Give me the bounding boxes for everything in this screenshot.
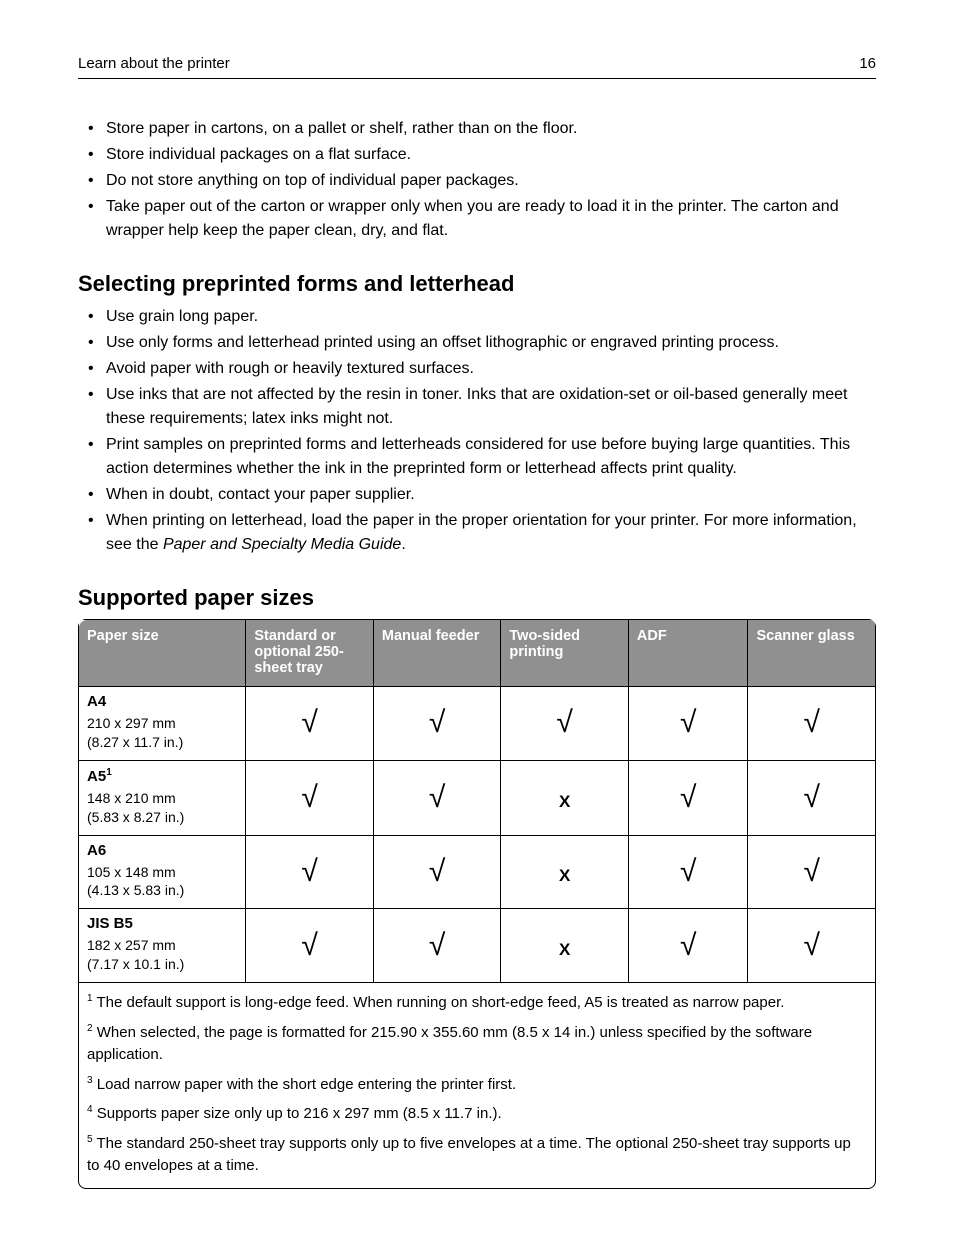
header-title: Learn about the printer: [78, 55, 230, 72]
paper-size-name: A6: [87, 842, 237, 859]
header-page-number: 16: [859, 55, 876, 72]
paper-size-name: JIS B5: [87, 915, 237, 932]
check-mark-cell: √: [246, 835, 374, 909]
check-mark-cell: √: [628, 687, 748, 761]
paper-size-dimensions: 182 x 257 mm(7.17 x 10.1 in.): [87, 936, 237, 974]
check-mark-cell: √: [246, 687, 374, 761]
table-column-header: Scanner glass: [748, 620, 876, 687]
check-mark-cell: √: [628, 760, 748, 835]
section-heading-paper-sizes: Supported paper sizes: [78, 585, 876, 611]
list-item: Store paper in cartons, on a pallet or s…: [78, 117, 876, 141]
x-mark-cell: X: [501, 835, 629, 909]
list-item: Store individual packages on a flat surf…: [78, 143, 876, 167]
table-row: JIS B5182 x 257 mm(7.17 x 10.1 in.)√√X√√: [79, 909, 876, 983]
list-item: Use grain long paper.: [78, 305, 876, 329]
page: Learn about the printer 16 Store paper i…: [0, 0, 954, 1249]
check-mark-cell: √: [246, 760, 374, 835]
list-item: Print samples on preprinted forms and le…: [78, 433, 876, 481]
paper-size-cell: JIS B5 182 x 257 mm(7.17 x 10.1 in.): [79, 909, 246, 983]
check-mark-cell: √: [748, 687, 876, 761]
check-mark-cell: √: [501, 687, 629, 761]
table-column-header: ADF: [628, 620, 748, 687]
list-item: Do not store anything on top of individu…: [78, 169, 876, 193]
table-row: A6105 x 148 mm(4.13 x 5.83 in.)√√X√√: [79, 835, 876, 909]
check-mark-cell: √: [628, 909, 748, 983]
table-column-header: Two-sided printing: [501, 620, 629, 687]
footnote: 4 Supports paper size only up to 216 x 2…: [87, 1102, 867, 1126]
paper-size-dimensions: 148 x 210 mm(5.83 x 8.27 in.): [87, 789, 237, 827]
paper-size-name: A51: [87, 767, 237, 785]
table-body: A4210 x 297 mm(8.27 x 11.7 in.)√√√√√A511…: [79, 687, 876, 983]
paper-size-table-wrap: Paper sizeStandard or optional 250-sheet…: [78, 619, 876, 1189]
paper-size-table: Paper sizeStandard or optional 250-sheet…: [78, 619, 876, 983]
preprinted-bullet-list: Use grain long paper.Use only forms and …: [78, 305, 876, 557]
x-mark-cell: X: [501, 909, 629, 983]
check-mark-cell: √: [246, 909, 374, 983]
table-header-row: Paper sizeStandard or optional 250-sheet…: [79, 620, 876, 687]
table-column-header: Manual feeder: [373, 620, 501, 687]
footnote: 2 When selected, the page is formatted f…: [87, 1021, 867, 1067]
paper-size-name: A4: [87, 693, 237, 710]
list-item: Use only forms and letterhead printed us…: [78, 331, 876, 355]
list-item: Avoid paper with rough or heavily textur…: [78, 357, 876, 381]
footnote: 5 The standard 250-sheet tray supports o…: [87, 1132, 867, 1178]
table-column-header: Standard or optional 250-sheet tray: [246, 620, 374, 687]
table-column-header: Paper size: [79, 620, 246, 687]
check-mark-cell: √: [748, 835, 876, 909]
check-mark-cell: √: [373, 835, 501, 909]
check-mark-cell: √: [373, 909, 501, 983]
paper-size-dimensions: 210 x 297 mm(8.27 x 11.7 in.): [87, 714, 237, 752]
check-mark-cell: √: [748, 909, 876, 983]
x-mark-cell: X: [501, 760, 629, 835]
list-item: Use inks that are not affected by the re…: [78, 383, 876, 431]
check-mark-cell: √: [373, 760, 501, 835]
table-row: A51148 x 210 mm(5.83 x 8.27 in.)√√X√√: [79, 760, 876, 835]
paper-size-cell: A4 210 x 297 mm(8.27 x 11.7 in.): [79, 687, 246, 761]
paper-size-cell: A51 148 x 210 mm(5.83 x 8.27 in.): [79, 760, 246, 835]
top-bullet-list: Store paper in cartons, on a pallet or s…: [78, 117, 876, 243]
footnote: 3 Load narrow paper with the short edge …: [87, 1073, 867, 1097]
section-heading-preprinted: Selecting preprinted forms and letterhea…: [78, 271, 876, 297]
list-item: When printing on letterhead, load the pa…: [78, 509, 876, 557]
table-row: A4210 x 297 mm(8.27 x 11.7 in.)√√√√√: [79, 687, 876, 761]
check-mark-cell: √: [628, 835, 748, 909]
paper-size-cell: A6 105 x 148 mm(4.13 x 5.83 in.): [79, 835, 246, 909]
footnote: 1 The default support is long-edge feed.…: [87, 991, 867, 1015]
list-item: When in doubt, contact your paper suppli…: [78, 483, 876, 507]
check-mark-cell: √: [373, 687, 501, 761]
list-item: Take paper out of the carton or wrapper …: [78, 195, 876, 243]
table-footnotes: 1 The default support is long-edge feed.…: [78, 983, 876, 1189]
check-mark-cell: √: [748, 760, 876, 835]
page-header: Learn about the printer 16: [78, 55, 876, 79]
paper-size-dimensions: 105 x 148 mm(4.13 x 5.83 in.): [87, 863, 237, 901]
